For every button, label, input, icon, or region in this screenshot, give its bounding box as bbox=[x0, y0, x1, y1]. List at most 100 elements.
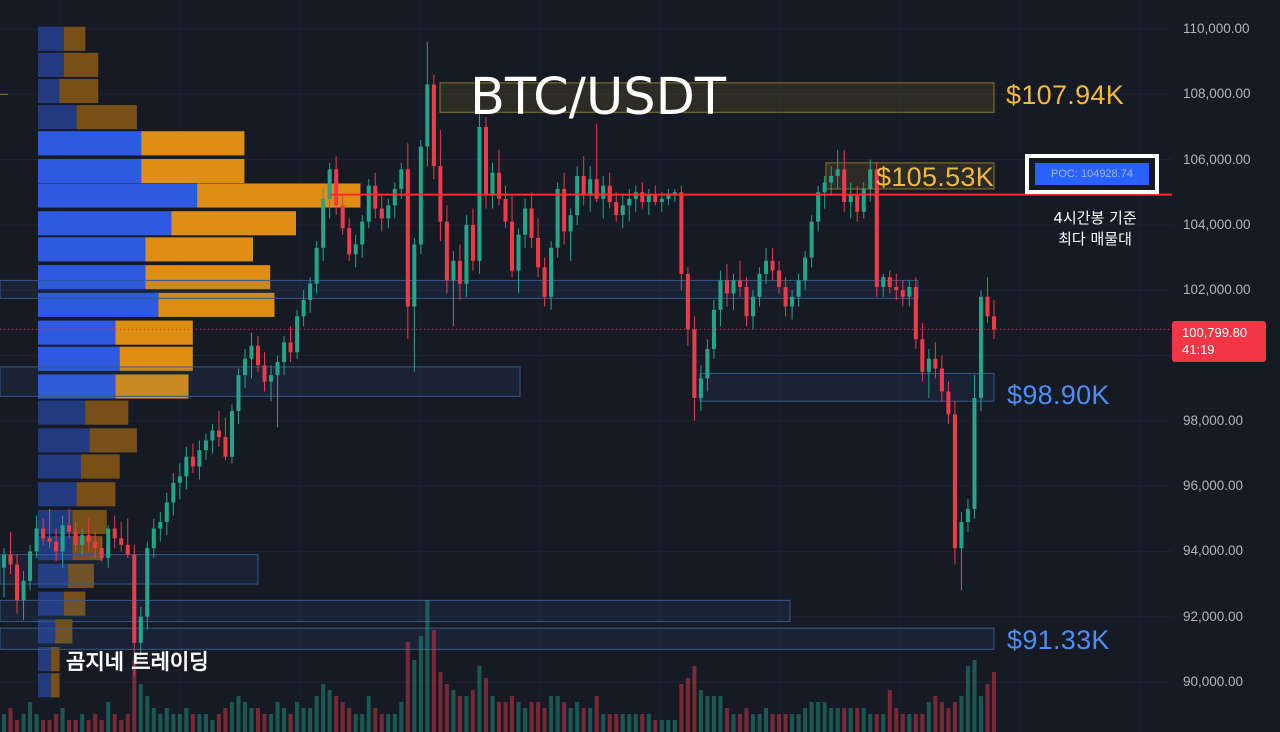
candle-body bbox=[894, 286, 899, 291]
volume-bar bbox=[151, 708, 156, 732]
candle-body bbox=[965, 508, 970, 523]
volume-bar bbox=[627, 714, 632, 732]
candle-body bbox=[464, 224, 469, 284]
candle-body bbox=[132, 554, 137, 643]
candle-body bbox=[711, 309, 716, 349]
candle-body bbox=[985, 296, 990, 317]
volume-bar bbox=[47, 720, 52, 732]
candle-body bbox=[757, 273, 762, 297]
volume-bar bbox=[255, 708, 261, 732]
price-axis-tick: 94,000.00 bbox=[1183, 543, 1244, 559]
candle-body bbox=[125, 544, 130, 555]
candle-body bbox=[952, 414, 957, 549]
volume-bar bbox=[112, 714, 117, 732]
volume-bar bbox=[223, 708, 228, 732]
volume-bar bbox=[575, 702, 580, 732]
candle-body bbox=[913, 286, 918, 340]
candle-body bbox=[855, 195, 860, 212]
volume-bar bbox=[229, 702, 234, 732]
volume-bar bbox=[73, 720, 78, 732]
volume-bar bbox=[171, 714, 176, 732]
candle-body bbox=[542, 267, 547, 297]
candle-body bbox=[295, 316, 300, 353]
volume-bar bbox=[242, 702, 248, 732]
volume-bar bbox=[405, 642, 410, 732]
volume-bar bbox=[698, 690, 703, 732]
volume-profile-sell-bar bbox=[141, 131, 245, 156]
volume-profile-buy-bar bbox=[38, 131, 142, 156]
candle-body bbox=[770, 260, 775, 271]
volume-bar bbox=[93, 714, 98, 732]
candle-body bbox=[991, 316, 997, 330]
candle-body bbox=[829, 175, 834, 183]
volume-bar bbox=[197, 714, 202, 732]
candle-body bbox=[412, 244, 417, 307]
volume-bar bbox=[164, 708, 169, 732]
candle-body bbox=[151, 528, 156, 549]
volume-bar bbox=[952, 702, 957, 732]
candle-body bbox=[614, 202, 619, 216]
candle-body bbox=[588, 179, 593, 196]
candle-body bbox=[255, 345, 261, 366]
candle-body bbox=[601, 185, 606, 199]
volume-bar bbox=[913, 714, 918, 732]
candle-body bbox=[314, 247, 319, 284]
volume-bar bbox=[386, 714, 391, 732]
volume-bar bbox=[203, 714, 208, 732]
candle-body bbox=[835, 169, 840, 176]
volume-bar bbox=[529, 702, 534, 732]
volume-bar bbox=[633, 714, 638, 732]
volume-bar bbox=[308, 708, 313, 732]
candle-body bbox=[138, 616, 143, 643]
volume-profile-buy-bar bbox=[38, 428, 90, 453]
volume-bar bbox=[8, 708, 13, 732]
candle-body bbox=[881, 277, 886, 287]
volume-bar bbox=[184, 708, 189, 732]
volume-bar bbox=[868, 714, 873, 732]
volume-bar bbox=[874, 714, 879, 732]
candle-body bbox=[861, 188, 866, 212]
candle-body bbox=[529, 208, 534, 238]
volume-bar bbox=[158, 714, 163, 732]
candle-body bbox=[28, 551, 33, 581]
candle-body bbox=[229, 411, 234, 457]
volume-bar bbox=[764, 708, 769, 732]
volume-profile-sell-bar bbox=[145, 237, 253, 262]
price-axis-tick: 108,000.00 bbox=[1183, 86, 1251, 102]
volume-bar bbox=[757, 714, 762, 732]
volume-bar bbox=[640, 714, 645, 732]
volume-profile-buy-bar bbox=[38, 52, 64, 77]
price-axis-tick: 96,000.00 bbox=[1183, 478, 1244, 494]
volume-bar bbox=[490, 696, 495, 732]
candle-body bbox=[236, 375, 241, 412]
candle-body bbox=[920, 339, 925, 372]
candle-body bbox=[321, 198, 326, 248]
volume-bar bbox=[685, 678, 690, 732]
candle-body bbox=[80, 535, 85, 545]
poc-note: 4시간봉 기준 최다 매물대 bbox=[1030, 208, 1160, 250]
candle-body bbox=[112, 528, 117, 539]
volume-bar bbox=[692, 666, 697, 732]
volume-bar bbox=[620, 714, 625, 732]
candles bbox=[1, 42, 997, 676]
volume-bar bbox=[705, 696, 710, 732]
candle-body bbox=[536, 237, 541, 268]
volume-profile-buy-bar bbox=[38, 105, 77, 130]
volume-bar bbox=[848, 708, 853, 732]
volume-bar bbox=[60, 708, 65, 732]
volume-profile-sell-bar bbox=[63, 26, 86, 51]
volume-profile-buy-bar bbox=[38, 265, 146, 290]
volume-profile-buy-bar bbox=[38, 158, 142, 184]
demand-zone bbox=[0, 366, 521, 397]
candle-body bbox=[907, 286, 912, 297]
candle-body bbox=[145, 548, 150, 617]
volume-bar bbox=[373, 708, 378, 732]
candle-body bbox=[301, 299, 306, 317]
volume-profile-buy-bar bbox=[38, 26, 64, 51]
candle-body bbox=[933, 358, 938, 369]
volume-profile-buy-bar bbox=[38, 400, 86, 425]
volume-bar bbox=[581, 708, 586, 732]
volume-bar bbox=[536, 702, 541, 732]
candle-body bbox=[653, 195, 658, 203]
